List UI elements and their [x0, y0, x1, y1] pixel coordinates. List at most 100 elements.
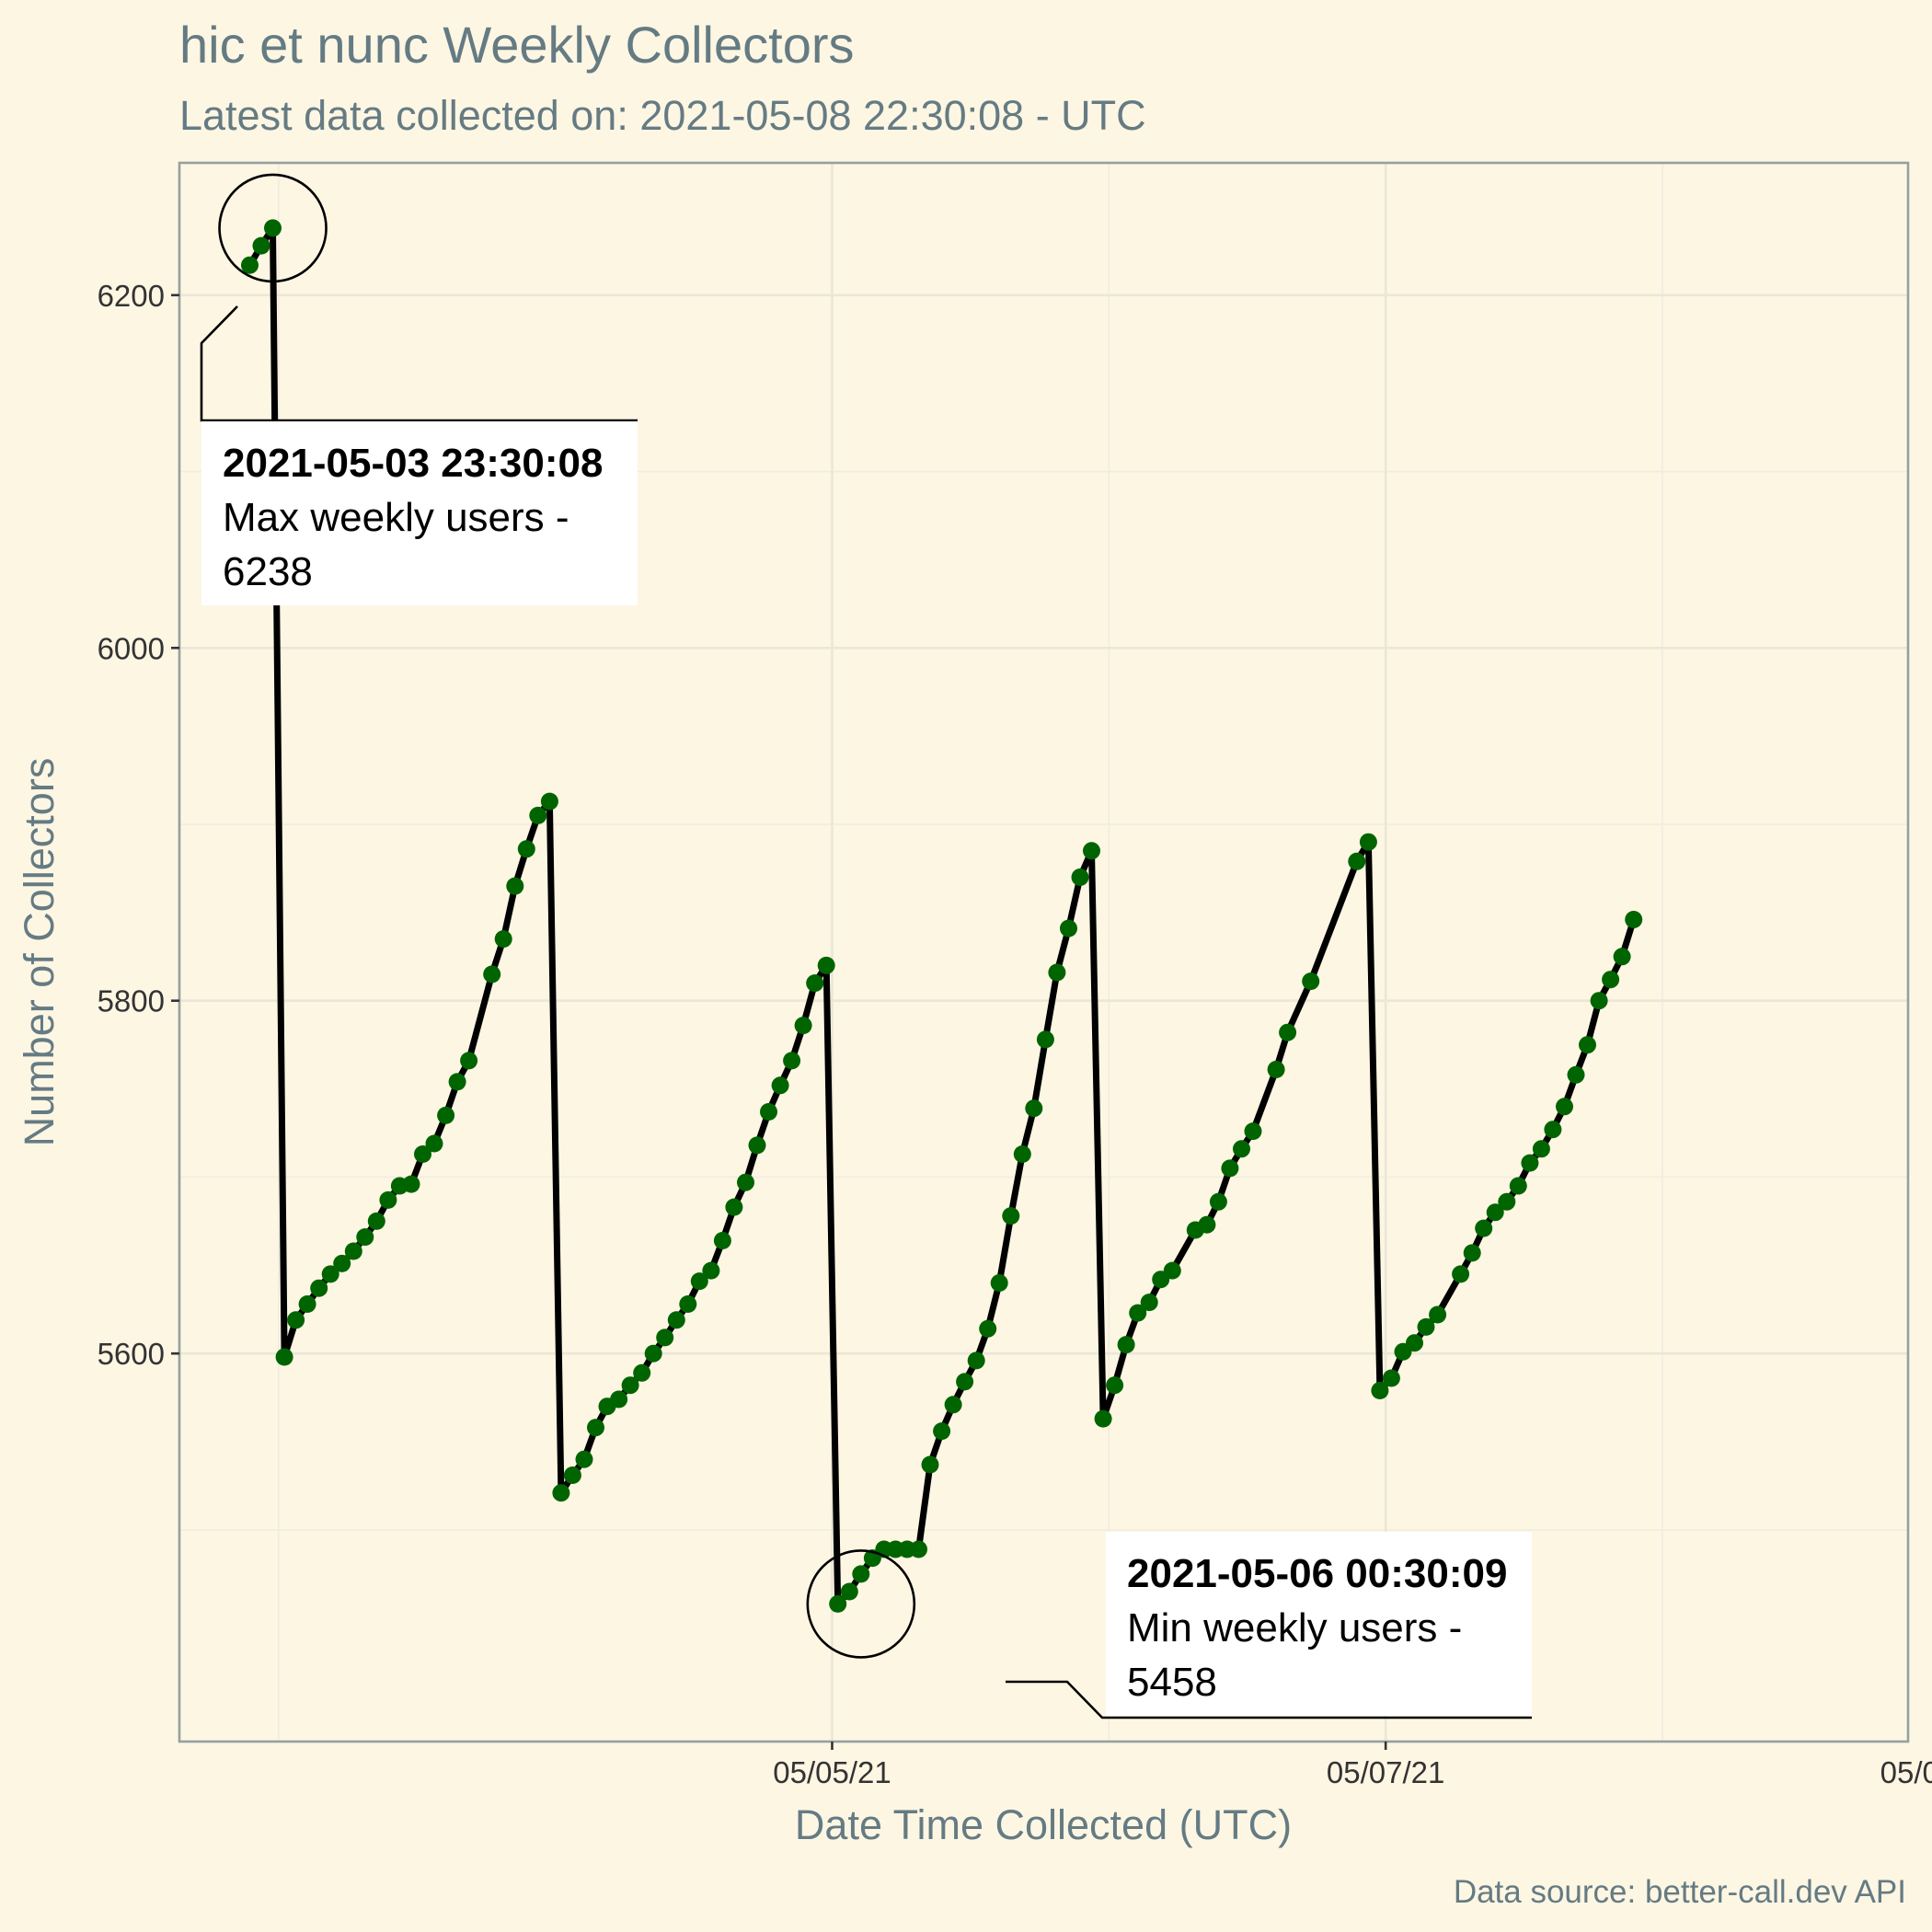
data-point: [667, 1311, 685, 1329]
major-gridlines: [179, 163, 1908, 1742]
data-point: [540, 792, 558, 811]
data-point: [367, 1212, 385, 1230]
data-point: [1625, 911, 1643, 928]
max-highlight-circle: [218, 173, 328, 283]
data-point: [1498, 1192, 1516, 1211]
data-point: [264, 219, 282, 237]
x-axis: 05/05/21 05/07/21 05/09/21: [773, 1742, 1932, 1789]
data-point: [702, 1261, 720, 1280]
data-point: [794, 1017, 812, 1035]
data-point: [933, 1422, 951, 1441]
data-point: [1094, 1409, 1112, 1428]
data-point: [460, 1052, 478, 1070]
data-point: [656, 1328, 674, 1347]
data-point: [1509, 1177, 1527, 1195]
chart-title: hic et nunc Weekly Collectors: [179, 16, 855, 74]
data-point: [817, 956, 835, 974]
data-point: [356, 1228, 374, 1247]
panel-border: [178, 161, 1910, 1743]
x-axis-title: Date Time Collected (UTC): [795, 1801, 1292, 1848]
data-point: [1106, 1376, 1124, 1395]
data-point: [333, 1254, 351, 1272]
data-point: [1129, 1304, 1147, 1322]
data-point: [298, 1295, 316, 1313]
data-series: [241, 219, 1643, 1613]
y-tick-label: 5800: [98, 984, 165, 1018]
data-point: [287, 1311, 305, 1329]
data-point: [1579, 1036, 1596, 1054]
data-point: [275, 1348, 293, 1366]
data-point: [1209, 1192, 1227, 1211]
data-point: [1521, 1154, 1539, 1172]
data-point: [1002, 1207, 1020, 1225]
y-tick-label: 5600: [98, 1337, 165, 1371]
data-point: [1532, 1140, 1550, 1158]
x-tick-label: 05/07/21: [1327, 1755, 1444, 1789]
max-annotation: 2021-05-03 23:30:08 Max weekly users - 6…: [200, 173, 638, 605]
data-point: [1567, 1065, 1585, 1084]
data-point: [910, 1540, 927, 1558]
data-point: [1233, 1140, 1250, 1158]
data-point: [1198, 1215, 1216, 1234]
data-point: [1429, 1305, 1447, 1324]
x-tick-label: 05/09/21: [1880, 1755, 1932, 1789]
data-point: [483, 965, 501, 983]
data-point: [1060, 919, 1077, 937]
y-tick-label: 6000: [98, 631, 165, 665]
data-point: [990, 1274, 1008, 1292]
max-label-time: 2021-05-03 23:30:08: [223, 441, 603, 486]
data-point: [1486, 1203, 1504, 1222]
data-point: [737, 1173, 754, 1191]
min-label-value: 5458: [1127, 1660, 1217, 1705]
min-annotation: 2021-05-06 00:30:09 Min weekly users - 5…: [806, 1532, 1532, 1719]
data-point: [679, 1295, 697, 1313]
max-label-value: 6238: [223, 549, 313, 594]
data-source-caption: Data source: better-call.dev API: [1454, 1874, 1906, 1910]
y-axis: 5600 5800 6000 6200: [98, 279, 179, 1371]
data-point: [437, 1106, 455, 1124]
data-point: [321, 1265, 339, 1283]
data-point: [1083, 842, 1100, 860]
data-point: [1048, 963, 1066, 982]
data-point: [1452, 1265, 1470, 1283]
data-point: [310, 1279, 328, 1297]
min-label-box: [1106, 1532, 1532, 1716]
data-point: [1463, 1244, 1481, 1262]
y-tick-label: 6200: [98, 279, 165, 313]
data-point: [1071, 868, 1089, 886]
data-point: [771, 1076, 789, 1095]
data-point: [1359, 833, 1377, 851]
data-point: [725, 1198, 743, 1216]
data-point: [1036, 1030, 1054, 1049]
data-point: [840, 1582, 858, 1601]
data-point: [1382, 1369, 1400, 1387]
data-point: [494, 930, 512, 949]
data-point: [425, 1134, 443, 1153]
data-point: [1013, 1145, 1031, 1163]
data-point: [1613, 948, 1631, 966]
data-point: [852, 1565, 870, 1583]
min-label-time: 2021-05-06 00:30:09: [1127, 1551, 1507, 1596]
data-point: [713, 1232, 731, 1249]
max-leader-line: [200, 305, 638, 422]
data-point: [344, 1242, 362, 1260]
data-point: [563, 1466, 581, 1484]
data-point: [644, 1344, 662, 1363]
data-point: [1475, 1219, 1493, 1237]
data-point: [1371, 1382, 1389, 1399]
data-point: [506, 877, 524, 895]
data-point: [944, 1396, 962, 1414]
data-point: [921, 1455, 939, 1474]
data-point: [1406, 1334, 1423, 1352]
data-point: [414, 1145, 431, 1163]
data-point: [1302, 972, 1320, 991]
chart-subtitle: Latest data collected on: 2021-05-08 22:…: [179, 92, 1146, 139]
data-point: [1556, 1098, 1573, 1116]
data-point: [1590, 992, 1608, 1010]
data-point: [552, 1484, 570, 1502]
data-point: [379, 1190, 397, 1209]
min-leader-line: [1006, 1680, 1532, 1719]
max-label-text: Max weekly users -: [223, 495, 569, 540]
